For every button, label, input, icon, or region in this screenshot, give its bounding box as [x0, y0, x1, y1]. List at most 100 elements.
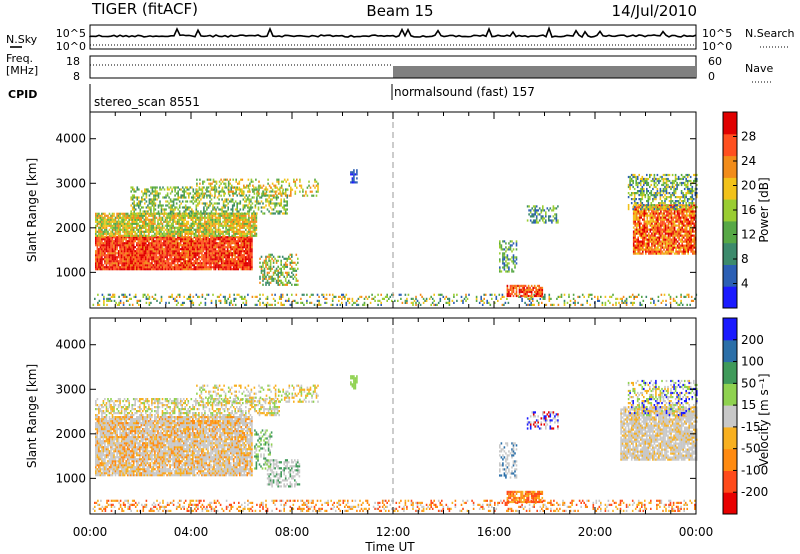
heatmap-cell: [222, 254, 224, 257]
heatmap-cell: [230, 208, 232, 211]
heatmap-cell: [214, 180, 216, 183]
heatmap-cell: [196, 194, 198, 197]
heatmap-cell: [189, 297, 192, 300]
heatmap-cell: [533, 284, 536, 287]
heatmap-cell: [234, 240, 236, 243]
heatmap-cell: [207, 238, 209, 241]
heatmap-cell: [110, 248, 112, 251]
heatmap-cell: [150, 202, 152, 205]
heatmap-cell: [248, 194, 251, 197]
heatmap-cell: [175, 256, 177, 259]
heatmap-cell: [274, 190, 277, 193]
heatmap-cell: [105, 222, 108, 225]
heatmap-cell: [322, 295, 325, 298]
heatmap-cell: [341, 293, 343, 296]
heatmap-cell: [99, 242, 102, 245]
heatmap-cell: [167, 240, 170, 243]
heatmap-cell: [407, 293, 410, 296]
heatmap-cell: [210, 248, 212, 251]
heatmap-cell: [151, 244, 153, 247]
heatmap-cell: [197, 194, 200, 197]
heatmap-cell: [175, 254, 177, 257]
heatmap-cell: [117, 214, 120, 217]
nave-tick-top: 60: [708, 55, 722, 68]
heatmap-cell: [291, 188, 294, 191]
heatmap-cell: [236, 206, 238, 209]
heatmap-cell: [252, 224, 255, 227]
heatmap-cell: [437, 293, 440, 296]
heatmap-cell: [248, 202, 251, 205]
heatmap-cell: [193, 240, 196, 243]
heatmap-cell: [170, 262, 173, 265]
heatmap-cell: [104, 246, 106, 249]
heatmap-cell: [242, 216, 244, 219]
heatmap-cell: [285, 180, 287, 183]
heatmap-cell: [139, 202, 142, 205]
heatmap-cell: [642, 230, 644, 233]
heatmap-cell: [286, 208, 288, 211]
heatmap-cell: [123, 238, 126, 241]
heatmap-cell: [478, 301, 481, 304]
heatmap-cell: [235, 236, 238, 239]
heatmap-cell: [574, 299, 576, 302]
heatmap-cell: [195, 248, 197, 251]
heatmap-cell: [357, 303, 360, 306]
heatmap-cell: [517, 284, 519, 287]
heatmap-cell: [226, 178, 228, 181]
heatmap-cell: [198, 186, 201, 189]
heatmap-cell: [184, 242, 186, 245]
heatmap-cell: [210, 222, 212, 225]
heatmap-cell: [146, 256, 149, 259]
heatmap-cell: [155, 224, 158, 227]
heatmap-cell: [207, 212, 210, 215]
heatmap-cell: [181, 236, 183, 239]
heatmap-cell: [113, 244, 115, 247]
heatmap-cell: [172, 266, 174, 269]
heatmap-cell: [635, 240, 638, 243]
heatmap-cell: [139, 226, 141, 229]
heatmap-cell: [322, 293, 325, 296]
heatmap-cell: [168, 202, 170, 205]
heatmap-cell: [177, 186, 179, 189]
heatmap-cell: [157, 220, 159, 223]
heatmap-cell: [179, 222, 182, 225]
heatmap-cell: [632, 234, 635, 237]
heatmap-cell: [222, 240, 224, 243]
heatmap-cell: [95, 262, 97, 265]
heatmap-cell: [163, 214, 165, 217]
heatmap-cell: [201, 262, 203, 265]
heatmap-cell: [210, 220, 212, 223]
heatmap-cell: [631, 303, 634, 306]
heatmap-cell: [198, 218, 200, 221]
heatmap-cell: [160, 206, 163, 209]
heatmap-cell: [170, 230, 173, 233]
heatmap-cell: [120, 234, 123, 237]
heatmap-cell: [231, 240, 233, 243]
heatmap-cell: [99, 238, 102, 241]
heatmap-cell: [174, 190, 176, 193]
heatmap-cell: [291, 253, 293, 256]
heatmap-cell: [284, 261, 287, 264]
heatmap-cell: [277, 273, 279, 276]
heatmap-cell: [229, 224, 232, 227]
heatmap-cell: [503, 254, 506, 257]
heatmap-cell: [214, 248, 217, 251]
heatmap-cell: [119, 240, 121, 243]
heatmap-cell: [113, 262, 115, 265]
heatmap-cell: [643, 222, 646, 225]
heatmap-cell: [161, 224, 164, 227]
heatmap-cell: [231, 268, 233, 271]
heatmap-cell: [122, 260, 124, 263]
heatmap-cell: [111, 250, 114, 253]
heatmap-cell: [431, 301, 434, 304]
heatmap-cell: [508, 288, 510, 291]
heatmap-cell: [248, 266, 250, 269]
heatmap-cell: [643, 236, 646, 239]
heatmap-cell: [243, 262, 246, 265]
heatmap-cell: [235, 216, 238, 219]
heatmap-cell: [108, 262, 111, 265]
heatmap-cell: [143, 226, 146, 229]
heatmap-cell: [284, 277, 287, 280]
heatmap-cell: [144, 293, 146, 296]
heatmap-cell: [167, 216, 170, 219]
